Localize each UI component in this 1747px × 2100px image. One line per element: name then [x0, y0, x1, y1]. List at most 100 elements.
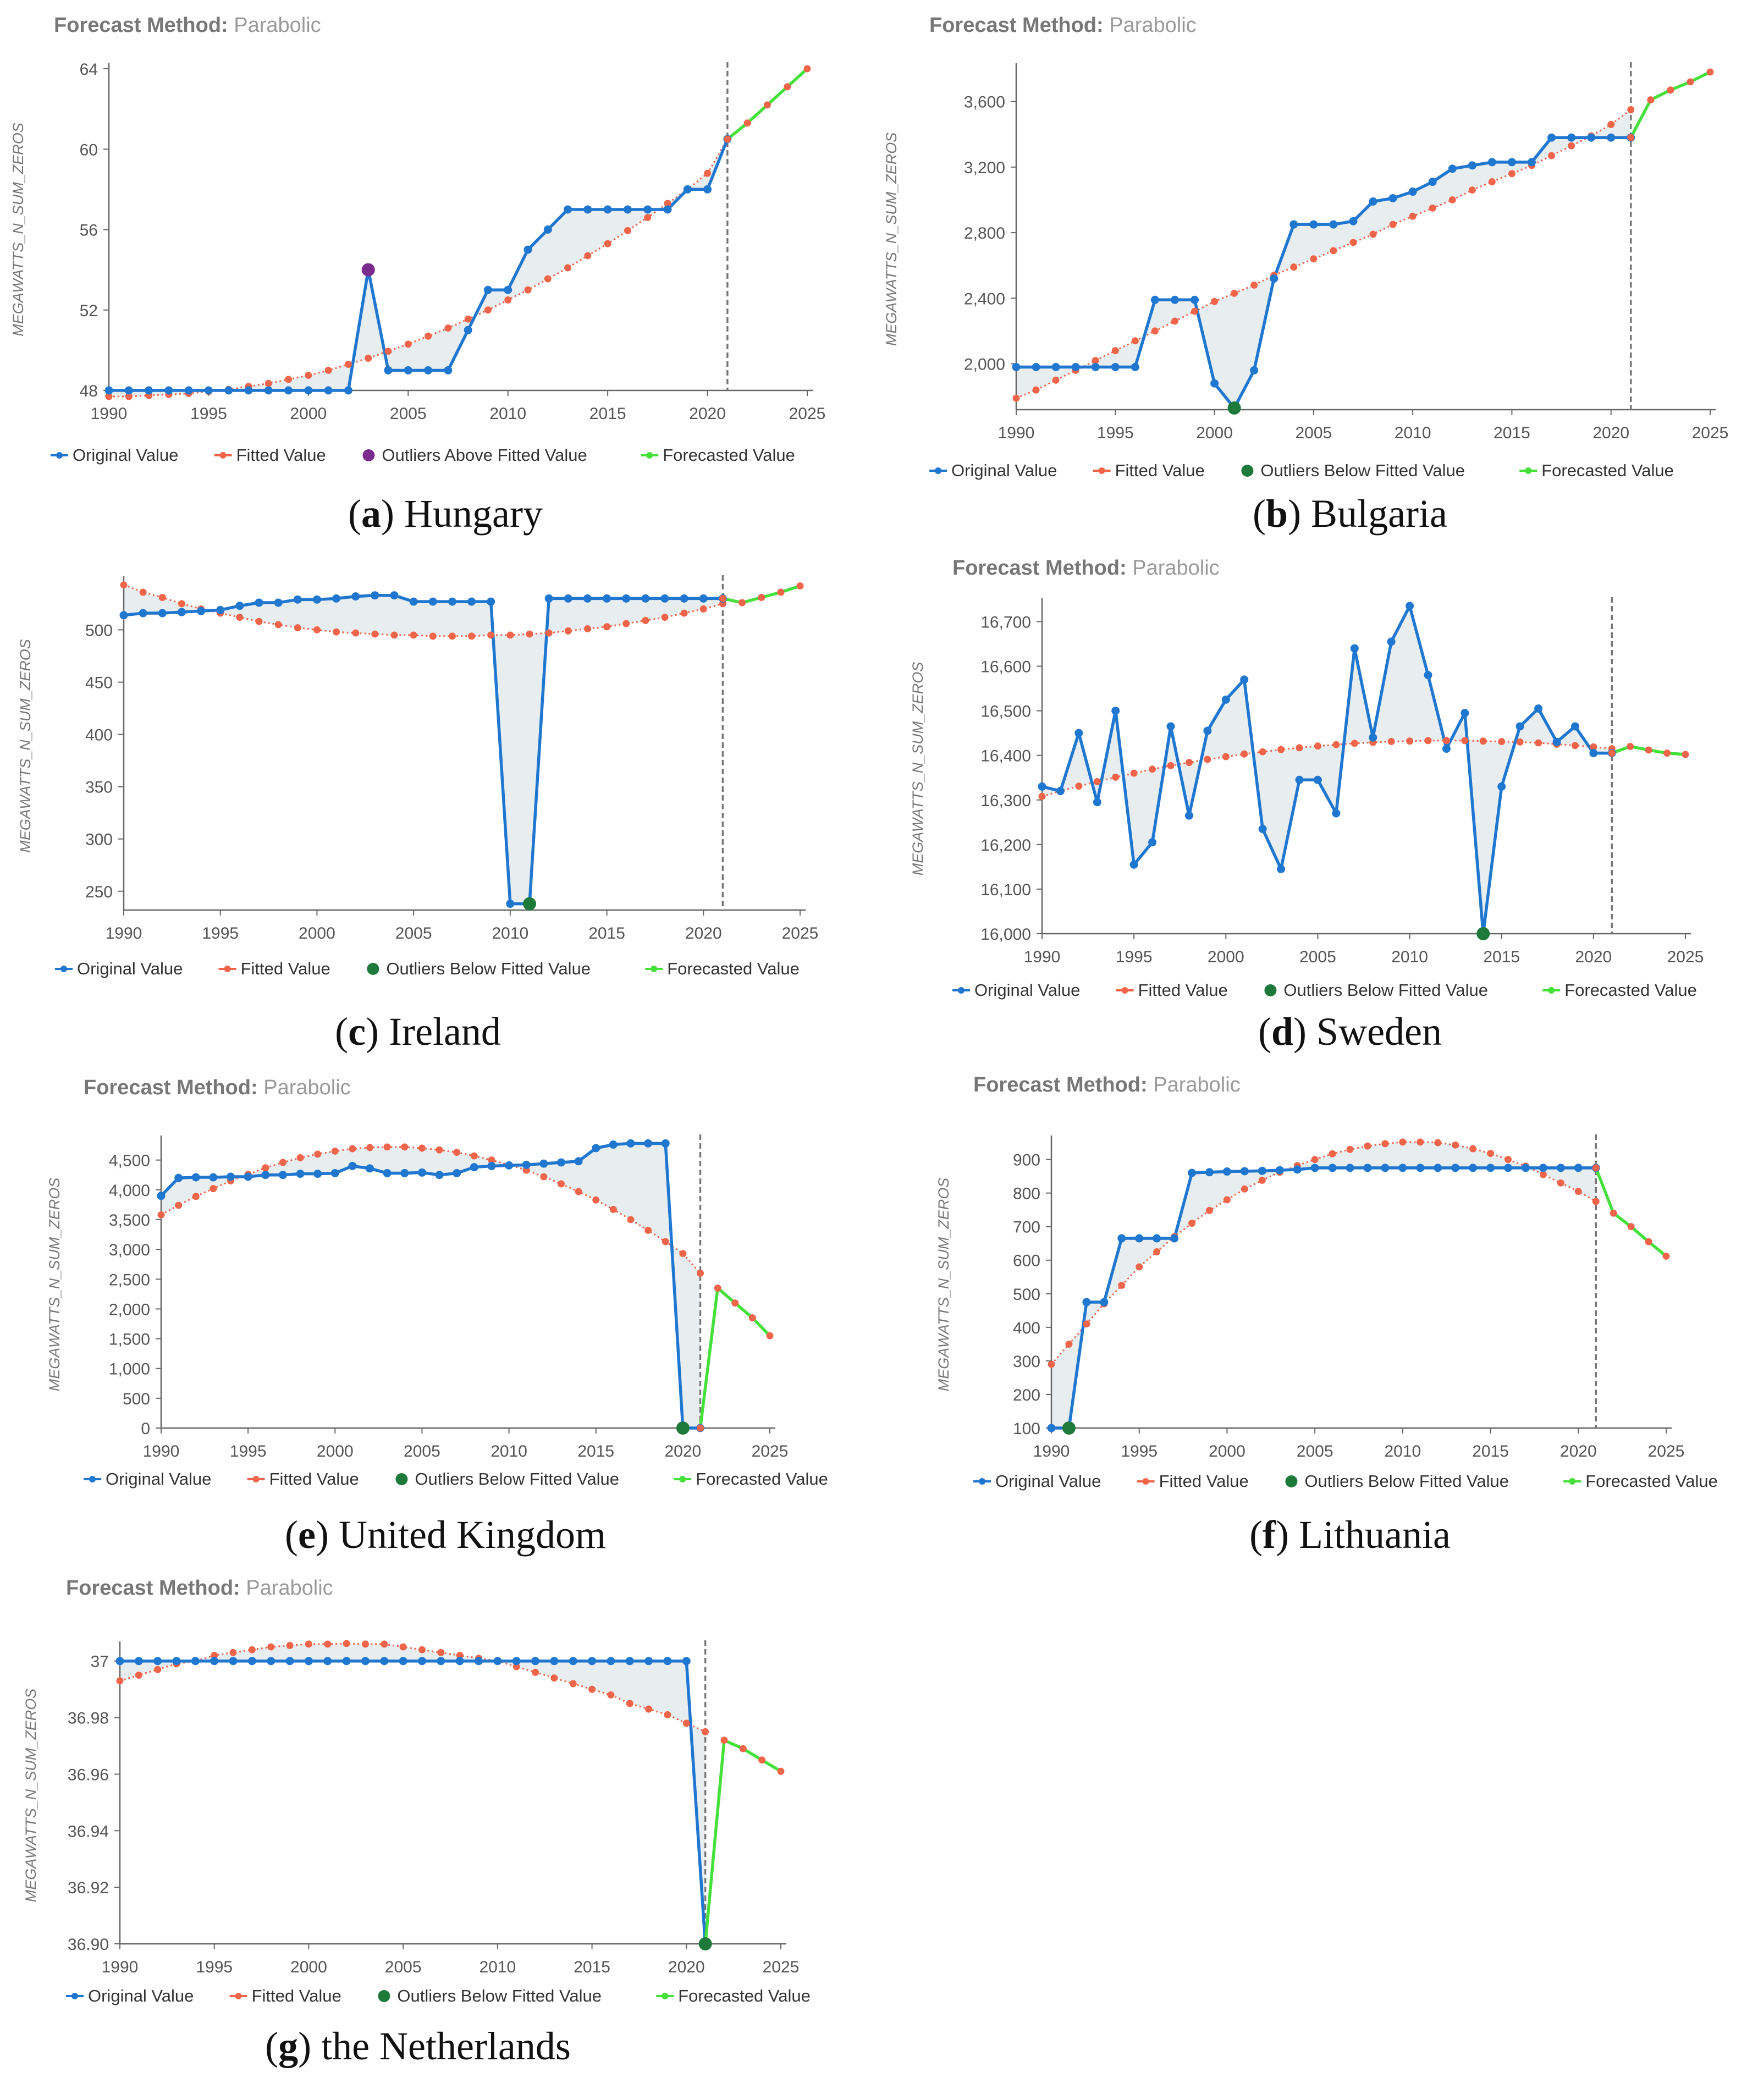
fitted-point [192, 1193, 200, 1200]
forecast-method-header: Forecast Method: Parabolic [54, 14, 321, 37]
y-tick-label: 16,500 [980, 703, 1031, 721]
original-point [293, 595, 302, 604]
y-tick-label: 36.92 [68, 1879, 109, 1897]
fitted-point [279, 1159, 286, 1166]
legend-original[interactable]: Original Value [55, 959, 183, 978]
y-tick-label: 16,400 [980, 747, 1031, 765]
legend-original[interactable]: Original Value [952, 980, 1080, 1000]
fitted-point [1516, 738, 1524, 746]
forecast-method-header: Forecast Method: Parabolic [929, 14, 1197, 37]
fitted-point [344, 360, 352, 368]
original-point [1100, 1298, 1109, 1307]
y-tick-label: 2,000 [964, 356, 1005, 374]
original-point [1574, 1164, 1583, 1172]
fitted-series-line [161, 1146, 701, 1274]
fitted-point [1130, 769, 1138, 777]
original-point [1428, 178, 1437, 186]
legend-outliers[interactable]: Outliers Above Fitted Value [362, 445, 587, 465]
y-tick-label: 0 [141, 1420, 150, 1438]
original-point [1329, 220, 1338, 229]
legend-forecast[interactable]: Forecasted Value [674, 1469, 828, 1489]
legend-fitted[interactable]: Fitted Value [1093, 461, 1205, 480]
fitted-point [343, 1640, 350, 1647]
original-point [682, 1657, 691, 1666]
legend-outliers[interactable]: Outliers Below Fitted Value [395, 1469, 619, 1489]
original-point [1451, 1164, 1460, 1172]
original-point [663, 205, 672, 214]
fitted-point [584, 252, 592, 260]
legend-fitted[interactable]: Fitted Value [247, 1469, 359, 1489]
y-tick-label: 16,700 [980, 613, 1031, 631]
legend-forecast[interactable]: Forecasted Value [656, 1986, 811, 2005]
legend-forecast[interactable]: Forecasted Value [1519, 461, 1674, 480]
fitted-point [1349, 239, 1357, 246]
legend-marker [235, 1993, 242, 1999]
forecast-point [777, 588, 785, 596]
fitted-point [550, 1674, 558, 1682]
forecast-method-header: Forecast Method: Parabolic [952, 556, 1220, 580]
fitted-point [1590, 743, 1597, 751]
original-point [539, 1159, 548, 1168]
original-point [1111, 707, 1120, 715]
original-point [487, 1161, 496, 1170]
fitted-point [1111, 347, 1119, 355]
original-point [1111, 363, 1120, 371]
legend-original[interactable]: Original Value [973, 1471, 1101, 1491]
legend-forecast[interactable]: Forecasted Value [645, 959, 800, 978]
fitted-point [236, 614, 244, 621]
residual-shading [120, 1643, 706, 1944]
fitted-point [1535, 739, 1542, 747]
original-point [119, 611, 128, 620]
legend-outliers[interactable]: Outliers Below Fitted Value [1285, 1471, 1509, 1491]
panel-caption: (e) United Kingdom [285, 1513, 606, 1557]
original-point [1424, 671, 1432, 680]
legend-fitted[interactable]: Fitted Value [1116, 980, 1228, 1000]
forecast-method-value: Parabolic [1109, 14, 1196, 37]
legend-fitted[interactable]: Fitted Value [229, 1986, 341, 2005]
legend-fitted[interactable]: Fitted Value [214, 445, 326, 465]
original-point [366, 1164, 374, 1173]
legend-outliers[interactable]: Outliers Below Fitted Value [1264, 980, 1488, 1000]
fitted-point [1381, 1140, 1389, 1148]
fitted-point [603, 623, 611, 631]
legend-original[interactable]: Original Value [929, 461, 1057, 480]
fitted-point [255, 618, 263, 625]
original-point [351, 592, 360, 601]
legend-outliers[interactable]: Outliers Below Fitted Value [378, 1986, 602, 2005]
legend-fitted[interactable]: Fitted Value [218, 959, 330, 978]
x-tick-label: 1990 [1024, 948, 1061, 966]
legend-original[interactable]: Original Value [51, 445, 178, 465]
legend-forecast[interactable]: Forecasted Value [641, 445, 795, 465]
legend-original[interactable]: Original Value [66, 1986, 194, 2005]
original-point [1515, 722, 1524, 731]
original-point [1166, 722, 1175, 731]
legend-fitted[interactable]: Fitted Value [1137, 1471, 1249, 1491]
legend-label: Fitted Value [236, 445, 326, 465]
x-tick-label: 2010 [479, 1958, 516, 1976]
x-tick-label: 2020 [664, 1442, 701, 1460]
panel-country: the Netherlands [311, 2024, 571, 2068]
original-point [1469, 1164, 1478, 1172]
legend-outliers[interactable]: Outliers Below Fitted Value [1241, 461, 1465, 480]
legend-forecast[interactable]: Forecasted Value [1542, 980, 1697, 1000]
forecast-point [719, 594, 726, 602]
original-point [663, 1657, 672, 1666]
fitted-point [1258, 1176, 1266, 1184]
legend-outliers[interactable]: Outliers Below Fitted Value [367, 959, 591, 978]
legend-forecast[interactable]: Forecasted Value [1563, 1471, 1718, 1491]
fitted-point [211, 1651, 218, 1659]
x-tick-label: 2015 [574, 1958, 610, 1976]
fitted-point [1329, 1150, 1336, 1158]
original-point [622, 594, 631, 603]
fitted-point [1592, 1198, 1600, 1205]
original-point [267, 1657, 275, 1666]
original-point [467, 597, 476, 606]
fitted-point [682, 1719, 690, 1727]
legend-original[interactable]: Original Value [84, 1469, 211, 1489]
fitted-point [696, 1269, 704, 1277]
fitted-point [139, 588, 147, 596]
original-point [1056, 787, 1065, 796]
original-point [1071, 363, 1080, 371]
forecast-point [1627, 742, 1634, 750]
x-tick-label: 2010 [491, 1442, 527, 1460]
